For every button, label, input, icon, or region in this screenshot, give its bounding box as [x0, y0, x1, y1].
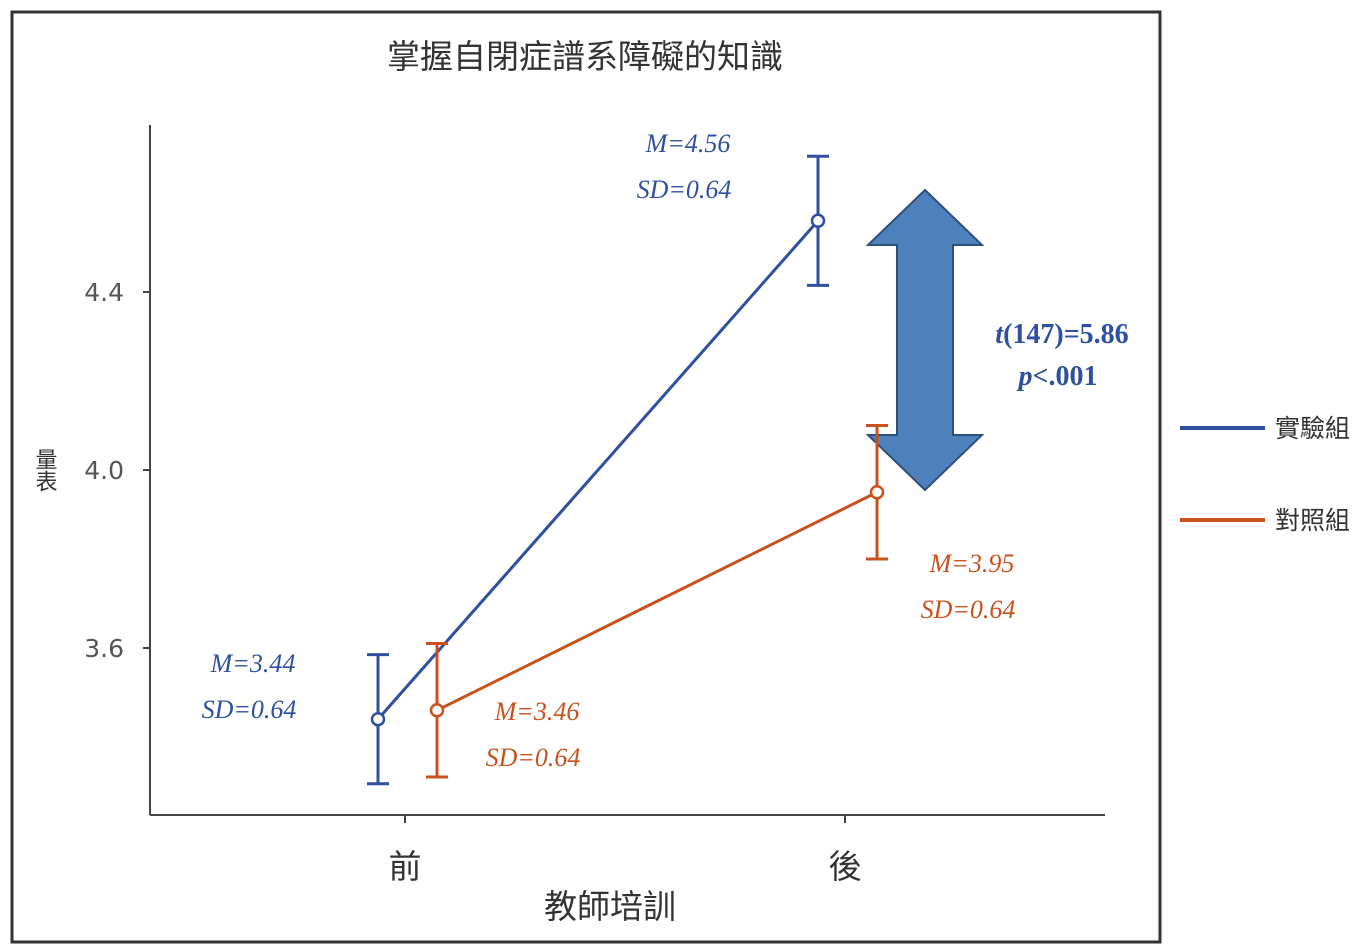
x-tick-label: 前 [389, 847, 422, 886]
p-value: p<.001 [1017, 361, 1098, 392]
x-tick-label: 後 [829, 847, 862, 886]
data-point [869, 485, 885, 500]
t-statistic: t(147)=5.86 [995, 319, 1128, 350]
series-line [376, 219, 820, 721]
chart-border [10, 10, 1162, 944]
data-label-mean: M=3.95 [929, 549, 1015, 578]
y-tick-label: 3.6 [84, 634, 124, 663]
data-label-sd: SD=0.64 [921, 595, 1016, 624]
difference-arrow [865, 188, 985, 492]
legend-label: 實驗組 [1275, 414, 1350, 443]
data-point [370, 711, 386, 727]
data-point [810, 213, 826, 229]
data-label-mean: M=4.56 [645, 129, 731, 158]
data-label-sd: SD=0.64 [637, 175, 732, 204]
y-tick-label: 4.0 [84, 456, 124, 485]
y-axis-label: 量表 [32, 448, 58, 492]
data-label-mean: M=3.44 [210, 649, 296, 678]
y-tick-label: 4.4 [84, 278, 124, 307]
data-point [429, 703, 445, 718]
data-label-sd: SD=0.64 [202, 695, 297, 724]
data-label-sd: SD=0.64 [486, 743, 581, 772]
legend-label: 對照組 [1275, 506, 1350, 535]
x-axis-label: 教師培訓 [544, 887, 676, 926]
data-label-mean: M=3.46 [494, 697, 580, 726]
chart-title: 掌握自閉症譜系障礙的知識 [387, 37, 783, 76]
series-line [436, 490, 878, 712]
